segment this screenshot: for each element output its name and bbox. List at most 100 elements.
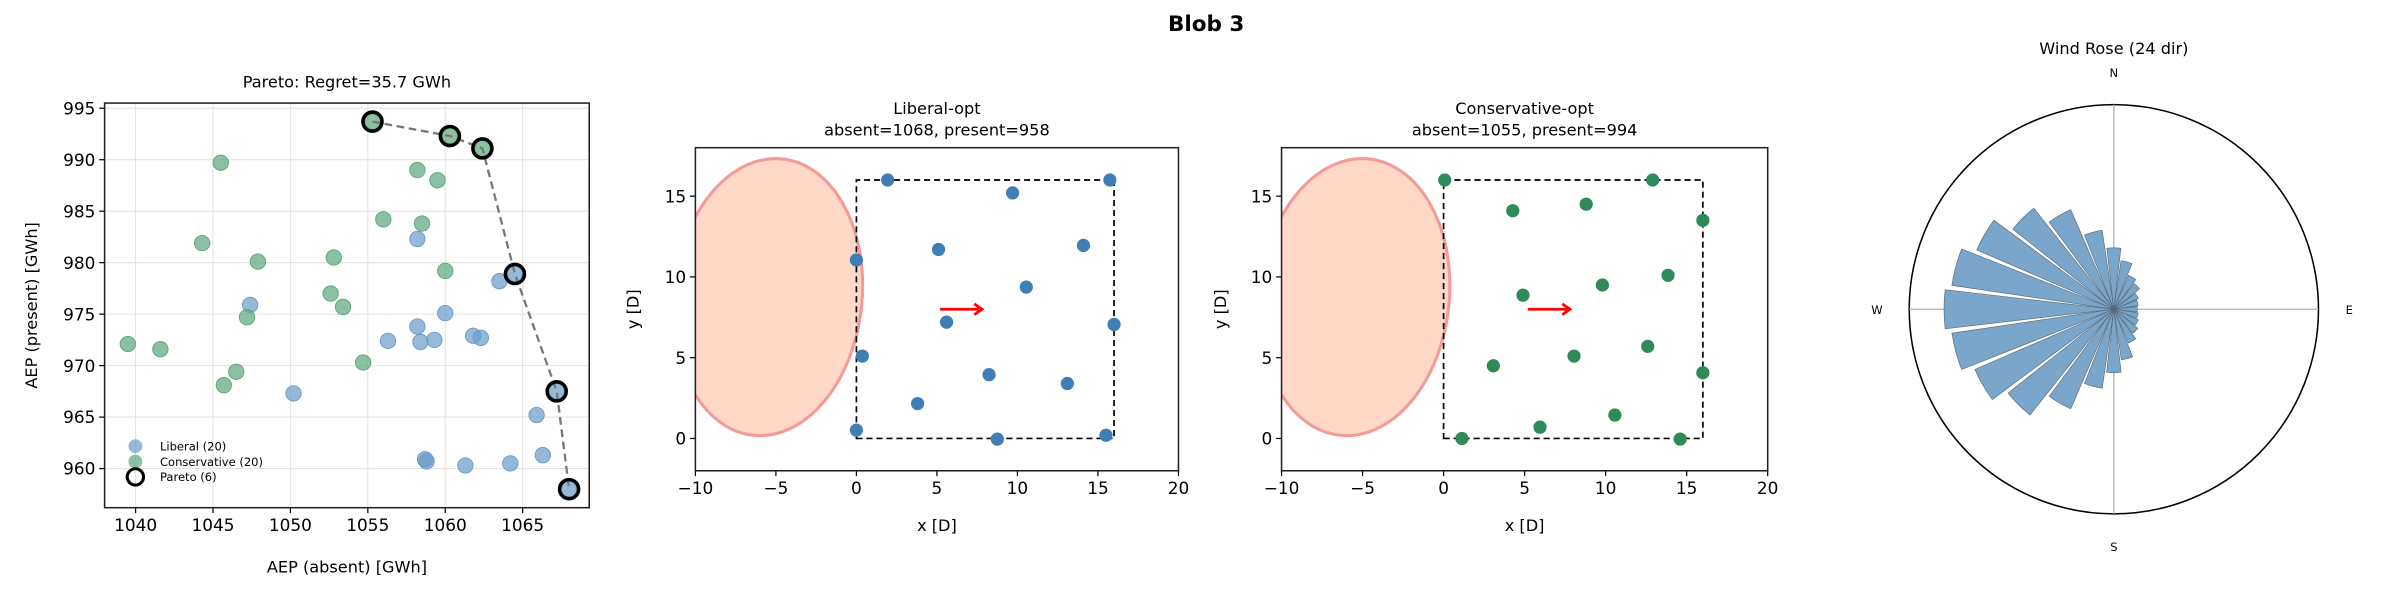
y-tick-label: 5: [675, 348, 686, 368]
x-tick-label: 1040: [114, 515, 157, 535]
liberal-point: [285, 385, 302, 402]
liberal-point: [379, 332, 397, 350]
wind-rose-bar: [2113, 260, 2133, 310]
wind-rose-bar: [1976, 219, 2115, 310]
conservative-ylabel: y [D]: [1211, 289, 1230, 329]
wind-rose-bar: [2012, 207, 2115, 310]
conservative-point: [375, 211, 392, 228]
wind-rose-bar: [2007, 308, 2115, 416]
wind-rose-bar: [2113, 283, 2140, 310]
y-tick-label: 985: [63, 201, 95, 221]
legend-liberal-marker: [128, 439, 143, 454]
y-tick-label: 970: [63, 356, 95, 376]
y-tick-label: 960: [63, 459, 95, 479]
liberal-point: [534, 447, 551, 464]
conservative-layout-panel: Conservative-opt absent=1055, present=99…: [1211, 99, 1778, 535]
x-tick-label: −5: [763, 478, 788, 498]
pareto-point: [438, 124, 462, 148]
y-tick-label: 10: [665, 267, 687, 287]
x-tick-label: 1060: [424, 515, 467, 535]
y-tick-label: 10: [1251, 267, 1273, 287]
liberal-point: [426, 331, 443, 349]
pareto-point: [361, 110, 384, 133]
wake-region: [695, 157, 865, 438]
wind-rose-bar: [2113, 299, 2139, 310]
turbine-point: [1019, 280, 1033, 294]
conservative-point: [119, 335, 136, 353]
wind-rose-bar: [2048, 209, 2115, 310]
y-tick-label: 965: [63, 407, 95, 427]
pareto-panel: Pareto: Regret=35.7 GWh AEP (absent) [GW…: [22, 73, 590, 576]
wind-rose-bar: [2113, 309, 2134, 361]
wind-rose-bar: [2113, 292, 2139, 310]
turbine-point: [1641, 339, 1655, 353]
liberal-layout-panel: Liberal-opt absent=1068, present=958 x […: [623, 99, 1189, 535]
compass-e: E: [2346, 303, 2353, 317]
wind-rose-bar: [1951, 248, 2114, 310]
turbine-point: [1696, 366, 1710, 380]
legend-label: Liberal (20): [160, 439, 226, 453]
axes-frame: [103, 102, 590, 509]
conservative-point: [194, 234, 211, 252]
y-tick-label: 995: [63, 98, 95, 118]
conservative-point: [215, 377, 232, 394]
liberal-subtitle: absent=1068, present=958: [824, 120, 1050, 139]
wind-arrow-head: [1561, 302, 1573, 316]
axes-frame: [1280, 146, 1769, 472]
conservative-xlabel: x [D]: [1505, 516, 1545, 535]
plot-area: [119, 110, 581, 501]
liberal-point: [502, 455, 519, 472]
site-boundary: [855, 179, 1115, 440]
conservative-point: [355, 354, 372, 371]
conservative-subtitle: absent=1055, present=994: [1412, 120, 1638, 139]
conservative-point: [325, 249, 342, 266]
turbine-point: [881, 173, 895, 187]
plot-area: [1281, 157, 1710, 446]
turbine-point: [1099, 428, 1113, 442]
turbine-point: [1107, 317, 1121, 332]
x-tick-label: 5: [1519, 478, 1530, 498]
x-tick-label: −10: [1264, 478, 1300, 498]
legend-conservative-marker: [128, 454, 143, 469]
x-tick-label: 0: [851, 478, 862, 498]
wind-rose-bar: [1974, 308, 2115, 400]
conservative-point: [152, 340, 169, 358]
wind-arrow-head: [973, 302, 985, 316]
turbine-point: [1438, 173, 1452, 187]
pareto-point: [503, 262, 527, 286]
wind-rose-panel: Wind Rose (24 dir) N S W E: [1871, 39, 2353, 554]
wind-rose-bar: [1951, 308, 2114, 370]
legend-pareto-marker: [125, 467, 146, 487]
liberal-point: [409, 318, 426, 335]
liberal-point: [457, 457, 474, 474]
conservative-point: [228, 363, 245, 380]
turbine-point: [1005, 186, 1020, 200]
turbine-point: [1696, 213, 1710, 227]
site-boundary: [1442, 179, 1704, 440]
conservative-point: [322, 285, 339, 302]
liberal-ylabel: y [D]: [623, 289, 642, 329]
turbine-point: [849, 253, 864, 267]
turbine-point: [1661, 268, 1675, 282]
x-tick-label: 1055: [346, 515, 389, 535]
wind-rose-title: Wind Rose (24 dir): [2039, 39, 2188, 58]
turbine-point: [1595, 278, 1610, 292]
x-tick-label: 1045: [191, 515, 234, 535]
y-tick-label: 0: [1262, 429, 1273, 449]
liberal-point: [412, 333, 429, 351]
x-tick-label: 1050: [269, 515, 312, 535]
turbine-point: [931, 242, 946, 257]
wind-rose-bar: [2113, 306, 2138, 313]
x-tick-label: 15: [1676, 478, 1698, 498]
x-tick-label: 20: [1757, 478, 1779, 498]
liberal-xlabel: x [D]: [917, 516, 957, 535]
turbine-point: [1103, 173, 1117, 187]
turbine-point: [1608, 408, 1622, 422]
compass-w: W: [1871, 303, 1883, 317]
turbine-point: [1673, 432, 1687, 446]
legend-label: Conservative (20): [160, 455, 263, 469]
wind-rose-bar: [2113, 308, 2139, 334]
y-tick-label: 990: [63, 150, 95, 170]
wind-rose-bar: [2084, 309, 2115, 389]
liberal-point: [472, 329, 490, 346]
